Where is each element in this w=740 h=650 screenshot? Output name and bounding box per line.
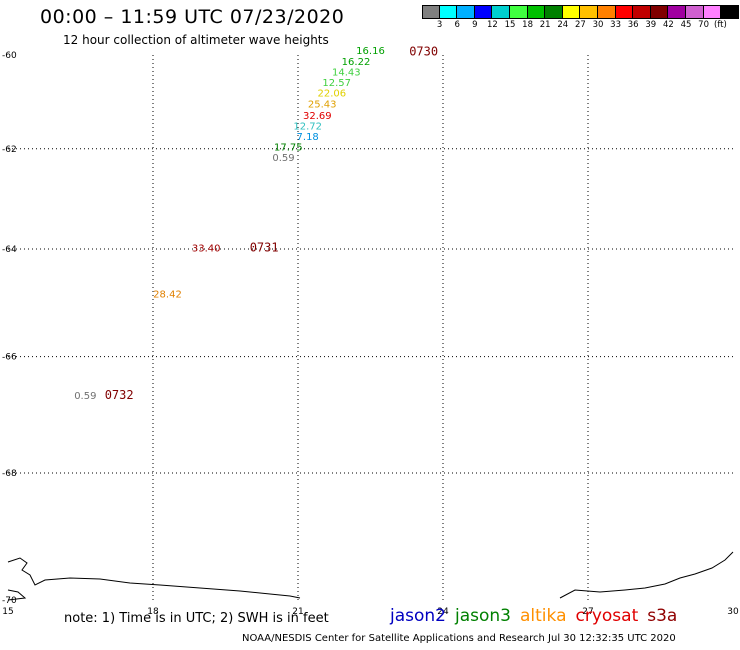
legend-tick-label: 15 xyxy=(504,20,516,30)
credit-line: NOAA/NESDIS Center for Satellite Applica… xyxy=(242,633,676,644)
coastline-inlet xyxy=(7,589,27,601)
coastline xyxy=(7,551,734,601)
legend-swatch xyxy=(650,5,669,19)
legend-tick-label: 70 xyxy=(698,20,710,30)
legend-tick-label: 12 xyxy=(486,20,498,30)
wave-height-value: 0.59 xyxy=(272,153,294,164)
legend-swatch xyxy=(562,5,581,19)
legend-swatch xyxy=(509,5,528,19)
legend-swatches xyxy=(422,5,739,19)
legend-tick-label: 9 xyxy=(472,20,478,30)
legend-unit: (ft) xyxy=(714,20,727,30)
wave-height-value: 12.57 xyxy=(322,78,351,89)
day-label: 0730 xyxy=(409,44,438,58)
wave-height-value: 25.43 xyxy=(308,99,337,110)
coastline-east xyxy=(559,551,734,599)
graticule xyxy=(8,55,733,600)
legend-swatch xyxy=(492,5,510,19)
legend-swatch xyxy=(633,5,651,19)
footnote: note: 1) Time is in UTC; 2) SWH is in fe… xyxy=(64,611,329,626)
coastline-west xyxy=(7,557,301,599)
longitude-label: 27 xyxy=(582,607,593,617)
longitude-label: 15 xyxy=(2,607,13,617)
satellite-name: cryosat xyxy=(575,606,639,626)
day-label: 0731 xyxy=(250,241,279,255)
wave-height-value: 28.42 xyxy=(153,290,182,301)
legend-swatch xyxy=(685,5,704,19)
day-label: 0732 xyxy=(105,388,134,402)
legend-tick-label: 45 xyxy=(680,20,692,30)
wave-height-value: 7.18 xyxy=(297,132,319,143)
legend-ticks: (ft) 3 6 9 12 15 18 21 24 27 30 33 36 39 42 45 70 xyxy=(422,19,739,31)
legend-tick-label: 36 xyxy=(627,20,639,30)
longitude-label: 21 xyxy=(292,607,303,617)
wave-height-value: 12.72 xyxy=(293,122,322,133)
satellite-name: jason2 xyxy=(390,606,446,626)
wave-height-value: 16.22 xyxy=(342,57,371,68)
longitude-label: 30 xyxy=(727,607,739,617)
satellite-legend: jason2 jason3 altika cryosat s3a xyxy=(390,606,686,626)
legend-tick-label: 42 xyxy=(662,20,674,30)
legend-tick-label: 3 xyxy=(436,20,443,30)
legend-swatch xyxy=(422,5,440,19)
legend-tick-label: 39 xyxy=(645,20,657,30)
latitude-label: -60 xyxy=(2,51,17,61)
legend-tick-label: 27 xyxy=(574,20,586,30)
latitude-label: -66 xyxy=(2,353,17,363)
satellite-name: jason3 xyxy=(455,606,511,626)
wave-height-color-legend: (ft) 3 6 9 12 15 18 21 24 27 30 33 36 39 42 45 70 xyxy=(422,5,739,31)
legend-swatch xyxy=(703,5,722,19)
axis-labels: 15 18 21 24 27 30 -60 -62 -64 -66 -68 -70 xyxy=(2,51,739,617)
observations: 16.1616.2214.4312.5722.0625.4332.6912.72… xyxy=(74,44,438,402)
legend-swatch xyxy=(457,5,475,19)
latitude-label: -64 xyxy=(2,245,17,255)
satellite-name: altika xyxy=(520,606,567,626)
legend-swatch xyxy=(545,5,563,19)
legend-swatch xyxy=(439,5,458,19)
legend-tick-label: 6 xyxy=(454,20,460,30)
longitude-label: 18 xyxy=(147,607,159,617)
legend-swatch xyxy=(615,5,634,19)
wave-height-value: 16.16 xyxy=(356,46,385,57)
wave-height-value: 22.06 xyxy=(318,88,347,99)
wave-height-value: 32.69 xyxy=(303,111,332,122)
page-subtitle: 12 hour collection of altimeter wave hei… xyxy=(63,33,329,47)
legend-tick-label: 21 xyxy=(539,20,551,30)
latitude-label: -62 xyxy=(2,145,17,155)
wave-height-value: 33.40 xyxy=(192,244,221,255)
latitude-label: -68 xyxy=(2,469,17,479)
legend-swatch xyxy=(580,5,598,19)
legend-tick-label: 24 xyxy=(557,20,569,30)
page-title: 00:00 – 11:59 UTC 07/23/2020 xyxy=(40,6,345,28)
wave-height-value: 17.75 xyxy=(274,142,303,153)
latitude-label: -70 xyxy=(2,596,17,606)
legend-swatch xyxy=(668,5,686,19)
satellite-name: s3a xyxy=(647,606,678,626)
legend-tick-label: 33 xyxy=(610,20,622,30)
legend-tick-label: 18 xyxy=(522,20,534,30)
legend-swatch xyxy=(527,5,546,19)
wave-height-value: 0.59 xyxy=(74,391,96,402)
legend-tick-label: 30 xyxy=(592,20,604,30)
legend-swatch xyxy=(721,5,739,19)
wave-height-value: 14.43 xyxy=(332,68,361,79)
legend-swatch xyxy=(474,5,493,19)
legend-swatch xyxy=(597,5,616,19)
longitude-label: 24 xyxy=(437,607,449,617)
